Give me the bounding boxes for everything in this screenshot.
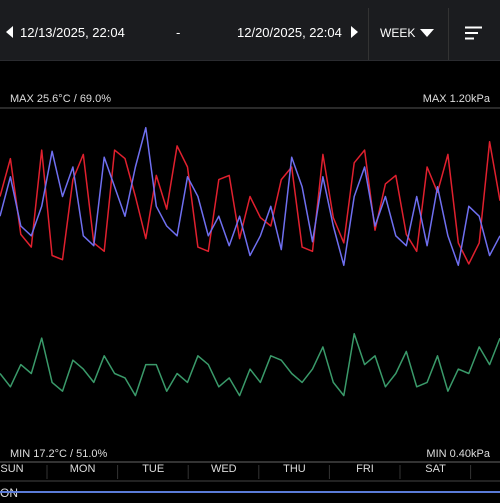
max-left-label: MAX 25.6°C / 69.0% <box>10 93 111 105</box>
next-arrow[interactable] <box>349 25 359 39</box>
divider <box>448 8 449 60</box>
start-date[interactable]: 12/13/2025, 22:04 <box>20 25 125 40</box>
series-line <box>0 332 500 397</box>
chart: MAX 25.6°C / 69.0% MAX 1.20kPa MIN 17.2°… <box>0 93 500 500</box>
menu-button[interactable] <box>465 26 483 40</box>
status-bar <box>0 491 500 493</box>
divider <box>368 8 369 60</box>
day-label: SAT <box>425 463 446 475</box>
series-line <box>0 140 500 265</box>
day-label: SUN <box>0 463 23 475</box>
min-right-label: MIN 0.40kPa <box>426 448 490 460</box>
day-label: WED <box>211 463 237 475</box>
top-bar: 12/13/2025, 22:04 - 12/20/2025, 22:04 WE… <box>0 0 500 61</box>
period-select[interactable]: WEEK <box>380 26 416 40</box>
range-dash: - <box>176 25 181 40</box>
day-label: THU <box>283 463 306 475</box>
day-label: TUE <box>142 463 164 475</box>
max-right-label: MAX 1.20kPa <box>423 93 491 105</box>
period-dropdown[interactable] <box>420 29 434 38</box>
day-label: MON <box>70 463 96 475</box>
prev-arrow[interactable] <box>5 25 15 39</box>
min-left-label: MIN 17.2°C / 51.0% <box>10 448 108 460</box>
series-line <box>0 126 500 267</box>
end-date[interactable]: 12/20/2025, 22:04 <box>237 25 342 40</box>
day-label: FRI <box>356 463 374 475</box>
